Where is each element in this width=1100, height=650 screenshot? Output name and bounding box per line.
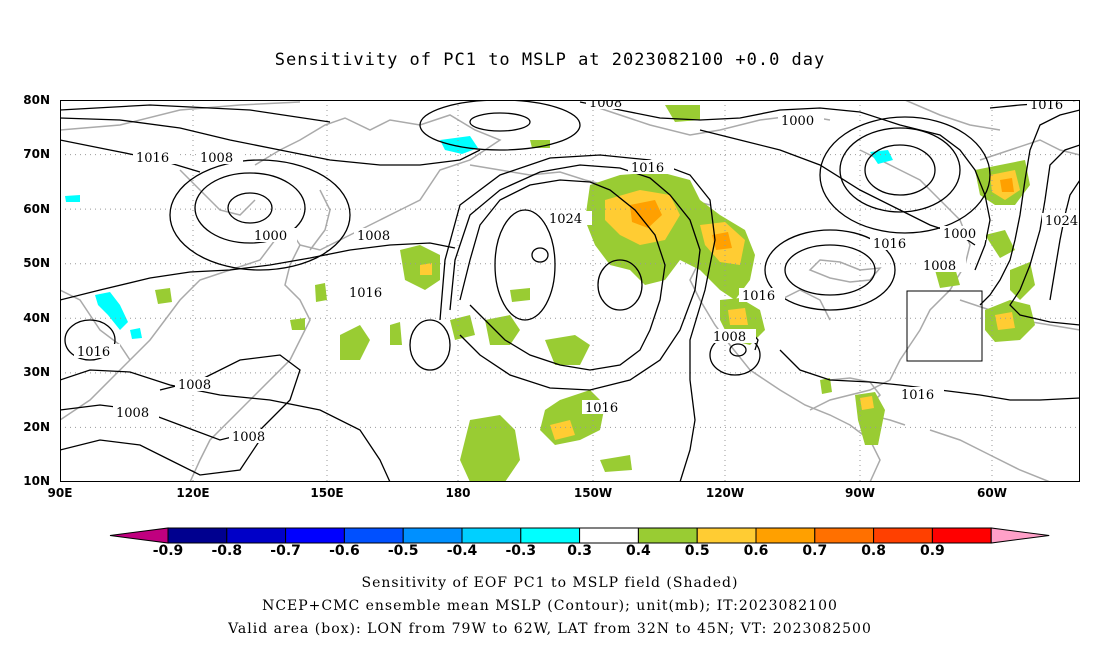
colorbar-tick-label: 0.4 bbox=[625, 543, 651, 559]
lat-label-80n: 80N bbox=[23, 93, 50, 107]
colorbar-swatch bbox=[755, 527, 816, 544]
colorbar-tick-label: -0.3 bbox=[505, 543, 537, 559]
lon-label-180: 180 bbox=[445, 486, 471, 500]
colorbar-tick-label: 0.9 bbox=[919, 543, 945, 559]
colorbar-left-arrow bbox=[109, 527, 169, 544]
lat-label-10n: 10N bbox=[23, 474, 50, 488]
map-frame bbox=[60, 100, 1080, 482]
lat-label-20n: 20N bbox=[23, 420, 50, 434]
colorbar-swatch bbox=[873, 527, 933, 544]
lat-label-40n: 40N bbox=[23, 311, 50, 325]
colorbar-tick-label: -0.6 bbox=[329, 543, 360, 559]
colorbar-swatch bbox=[167, 527, 228, 544]
lat-label-50n: 50N bbox=[23, 256, 50, 270]
colorbar-tick-label: -0.5 bbox=[387, 543, 419, 559]
colorbar-swatch bbox=[696, 527, 757, 544]
map-title: Sensitivity of PC1 to MSLP at 2023082100… bbox=[274, 50, 826, 70]
colorbar-tick-label: 0.3 bbox=[567, 543, 592, 559]
colorbar-swatch bbox=[931, 527, 992, 544]
lat-label-30n: 30N bbox=[23, 365, 50, 379]
colorbar-tick-label: -0.4 bbox=[446, 543, 478, 559]
colorbar-tick-label: 0.5 bbox=[684, 543, 710, 559]
lon-label-150e: 150E bbox=[310, 486, 344, 500]
colorbar-swatch bbox=[343, 527, 404, 544]
lon-label-90e: 90E bbox=[47, 486, 73, 500]
colorbar-tick-label: -0.7 bbox=[270, 543, 301, 559]
colorbar-swatch bbox=[579, 527, 639, 544]
colorbar-tick-label: 0.8 bbox=[861, 543, 886, 559]
colorbar-swatch bbox=[402, 527, 463, 544]
lon-label-120w: 120W bbox=[705, 486, 745, 500]
lon-label-60w: 60W bbox=[977, 486, 1007, 500]
colorbar-swatch bbox=[637, 527, 698, 544]
footer-line-1: Sensitivity of EOF PC1 to MSLP field (Sh… bbox=[361, 575, 739, 591]
colorbar-tick-label: -0.9 bbox=[152, 543, 184, 559]
footer-line-3: Valid area (box): LON from 79W to 62W, L… bbox=[228, 621, 872, 637]
lat-label-70n: 70N bbox=[23, 147, 50, 161]
colorbar-right-arrow bbox=[990, 527, 1050, 544]
lon-label-120e: 120E bbox=[176, 486, 210, 500]
lon-label-150w: 150W bbox=[573, 486, 613, 500]
colorbar-swatch bbox=[285, 527, 345, 544]
colorbar-swatch bbox=[461, 527, 522, 544]
footer-line-2: NCEP+CMC ensemble mean MSLP (Contour); u… bbox=[262, 598, 838, 614]
colorbar-tick-label: -0.8 bbox=[211, 543, 243, 559]
colorbar-swatch bbox=[226, 527, 287, 544]
colorbar-swatch bbox=[520, 527, 581, 544]
colorbar-tick-label: 0.6 bbox=[743, 543, 769, 559]
lon-label-90w: 90W bbox=[845, 486, 875, 500]
colorbar-tick-label: 0.7 bbox=[802, 543, 828, 559]
lat-label-60n: 60N bbox=[23, 202, 50, 216]
colorbar-swatch bbox=[814, 527, 875, 544]
